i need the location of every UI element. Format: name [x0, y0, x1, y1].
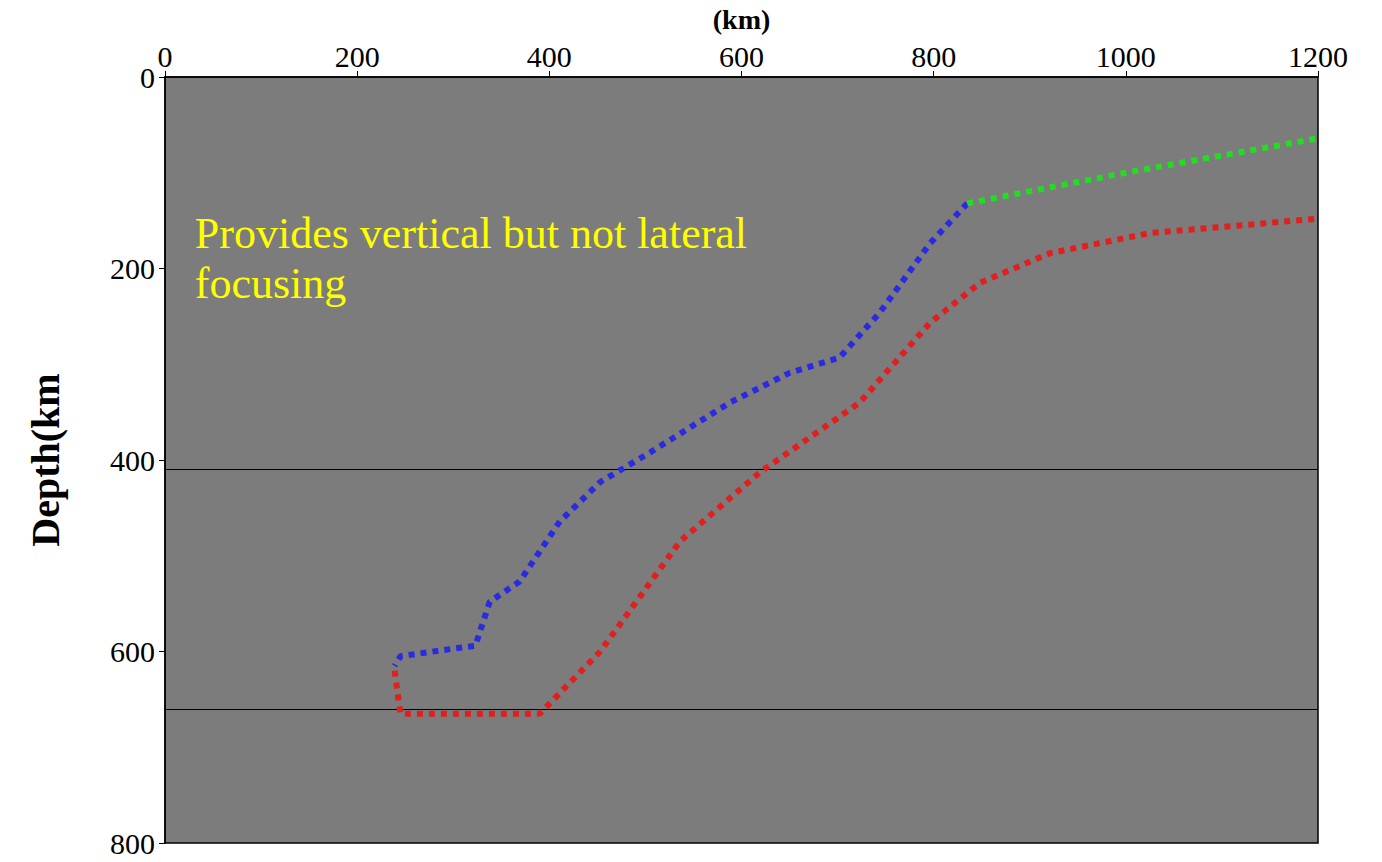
- svg-text:600: 600: [110, 635, 155, 668]
- svg-text:400: 400: [527, 40, 572, 73]
- svg-text:200: 200: [335, 40, 380, 73]
- svg-text:(km): (km): [713, 4, 771, 35]
- svg-text:800: 800: [911, 40, 956, 73]
- svg-text:Provides vertical but not late: Provides vertical but not lateral: [195, 209, 747, 258]
- svg-text:800: 800: [110, 827, 155, 860]
- svg-text:focusing: focusing: [195, 259, 347, 308]
- svg-text:400: 400: [110, 444, 155, 477]
- svg-text:1000: 1000: [1096, 40, 1156, 73]
- svg-text:0: 0: [140, 61, 155, 94]
- svg-text:Depth(km: Depth(km: [23, 373, 68, 546]
- svg-text:200: 200: [110, 252, 155, 285]
- svg-text:0: 0: [158, 40, 173, 73]
- svg-text:600: 600: [719, 40, 764, 73]
- svg-text:1200: 1200: [1288, 40, 1348, 73]
